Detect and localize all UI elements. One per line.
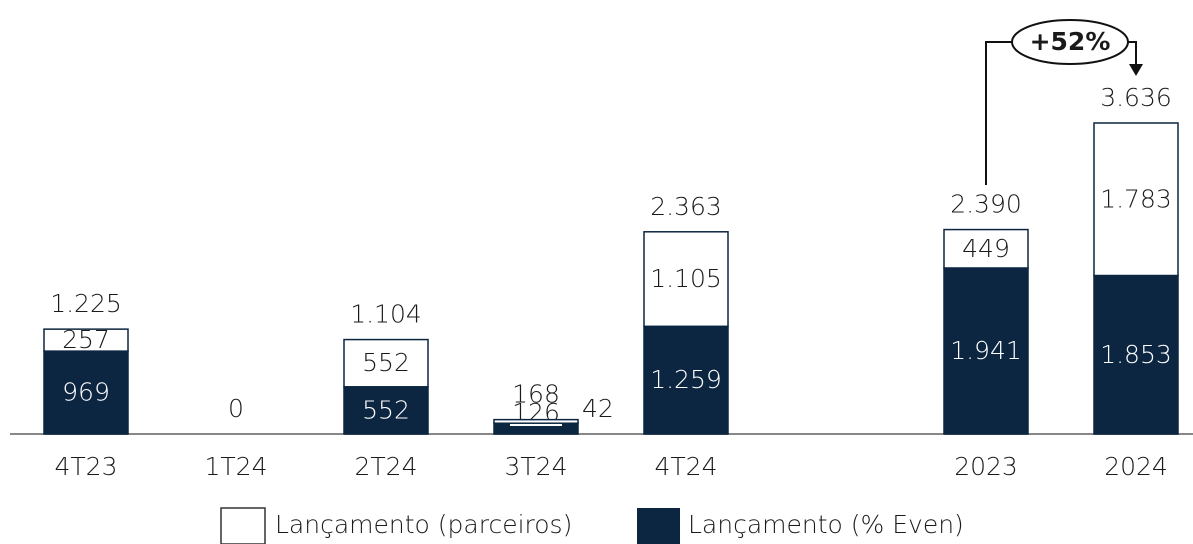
value-label: 1.259 [650,365,722,394]
value-label: 1.783 [1100,184,1172,213]
x-tick-label: 2024 [1104,452,1168,481]
bar-segment [43,350,129,435]
value-label: 1.105 [650,264,722,293]
x-tick-label: 2023 [954,452,1018,481]
x-tick-label: 2T24 [355,452,418,481]
value-label: 969 [62,378,110,407]
bar-segment [493,418,579,424]
bar-segment [343,338,429,388]
bar-segment [343,386,429,435]
growth-connector [985,41,1137,185]
total-label: 1.225 [50,289,122,318]
x-tick-label: 3T24 [505,452,568,481]
total-label: 3.636 [1100,83,1172,112]
value-label: 552 [362,348,410,377]
legend-label: Lançamento (% Even) [688,510,964,539]
growth-badge [1011,19,1129,65]
total-label: 168 [512,380,560,409]
bar-segment [43,328,129,352]
legend-label: Lançamento (parceiros) [275,510,572,539]
x-tick-label: 4T23 [55,452,118,481]
value-label: 42 [582,394,614,423]
value-label: 449 [962,234,1010,263]
bar-segment [1093,274,1179,435]
x-tick-label: 1T24 [205,452,268,481]
bar-segment [1093,122,1179,277]
arrow-head [1129,64,1143,76]
total-label: 1.104 [350,300,422,329]
value-label: 1.853 [1100,340,1172,369]
growth-label: +52% [1030,27,1111,56]
bar-segment [643,231,729,328]
bar-segment [943,267,1029,435]
total-label: 2.363 [650,192,722,221]
value-label: 1.941 [950,336,1022,365]
value-label: 552 [362,395,410,424]
total-label: 0 [228,394,244,423]
total-label: 2.390 [950,190,1022,219]
legend-swatch [220,507,266,544]
bar-segment [943,228,1029,269]
legend-swatch [637,508,680,544]
x-tick-label: 4T24 [655,452,718,481]
value-label: 257 [62,325,110,354]
